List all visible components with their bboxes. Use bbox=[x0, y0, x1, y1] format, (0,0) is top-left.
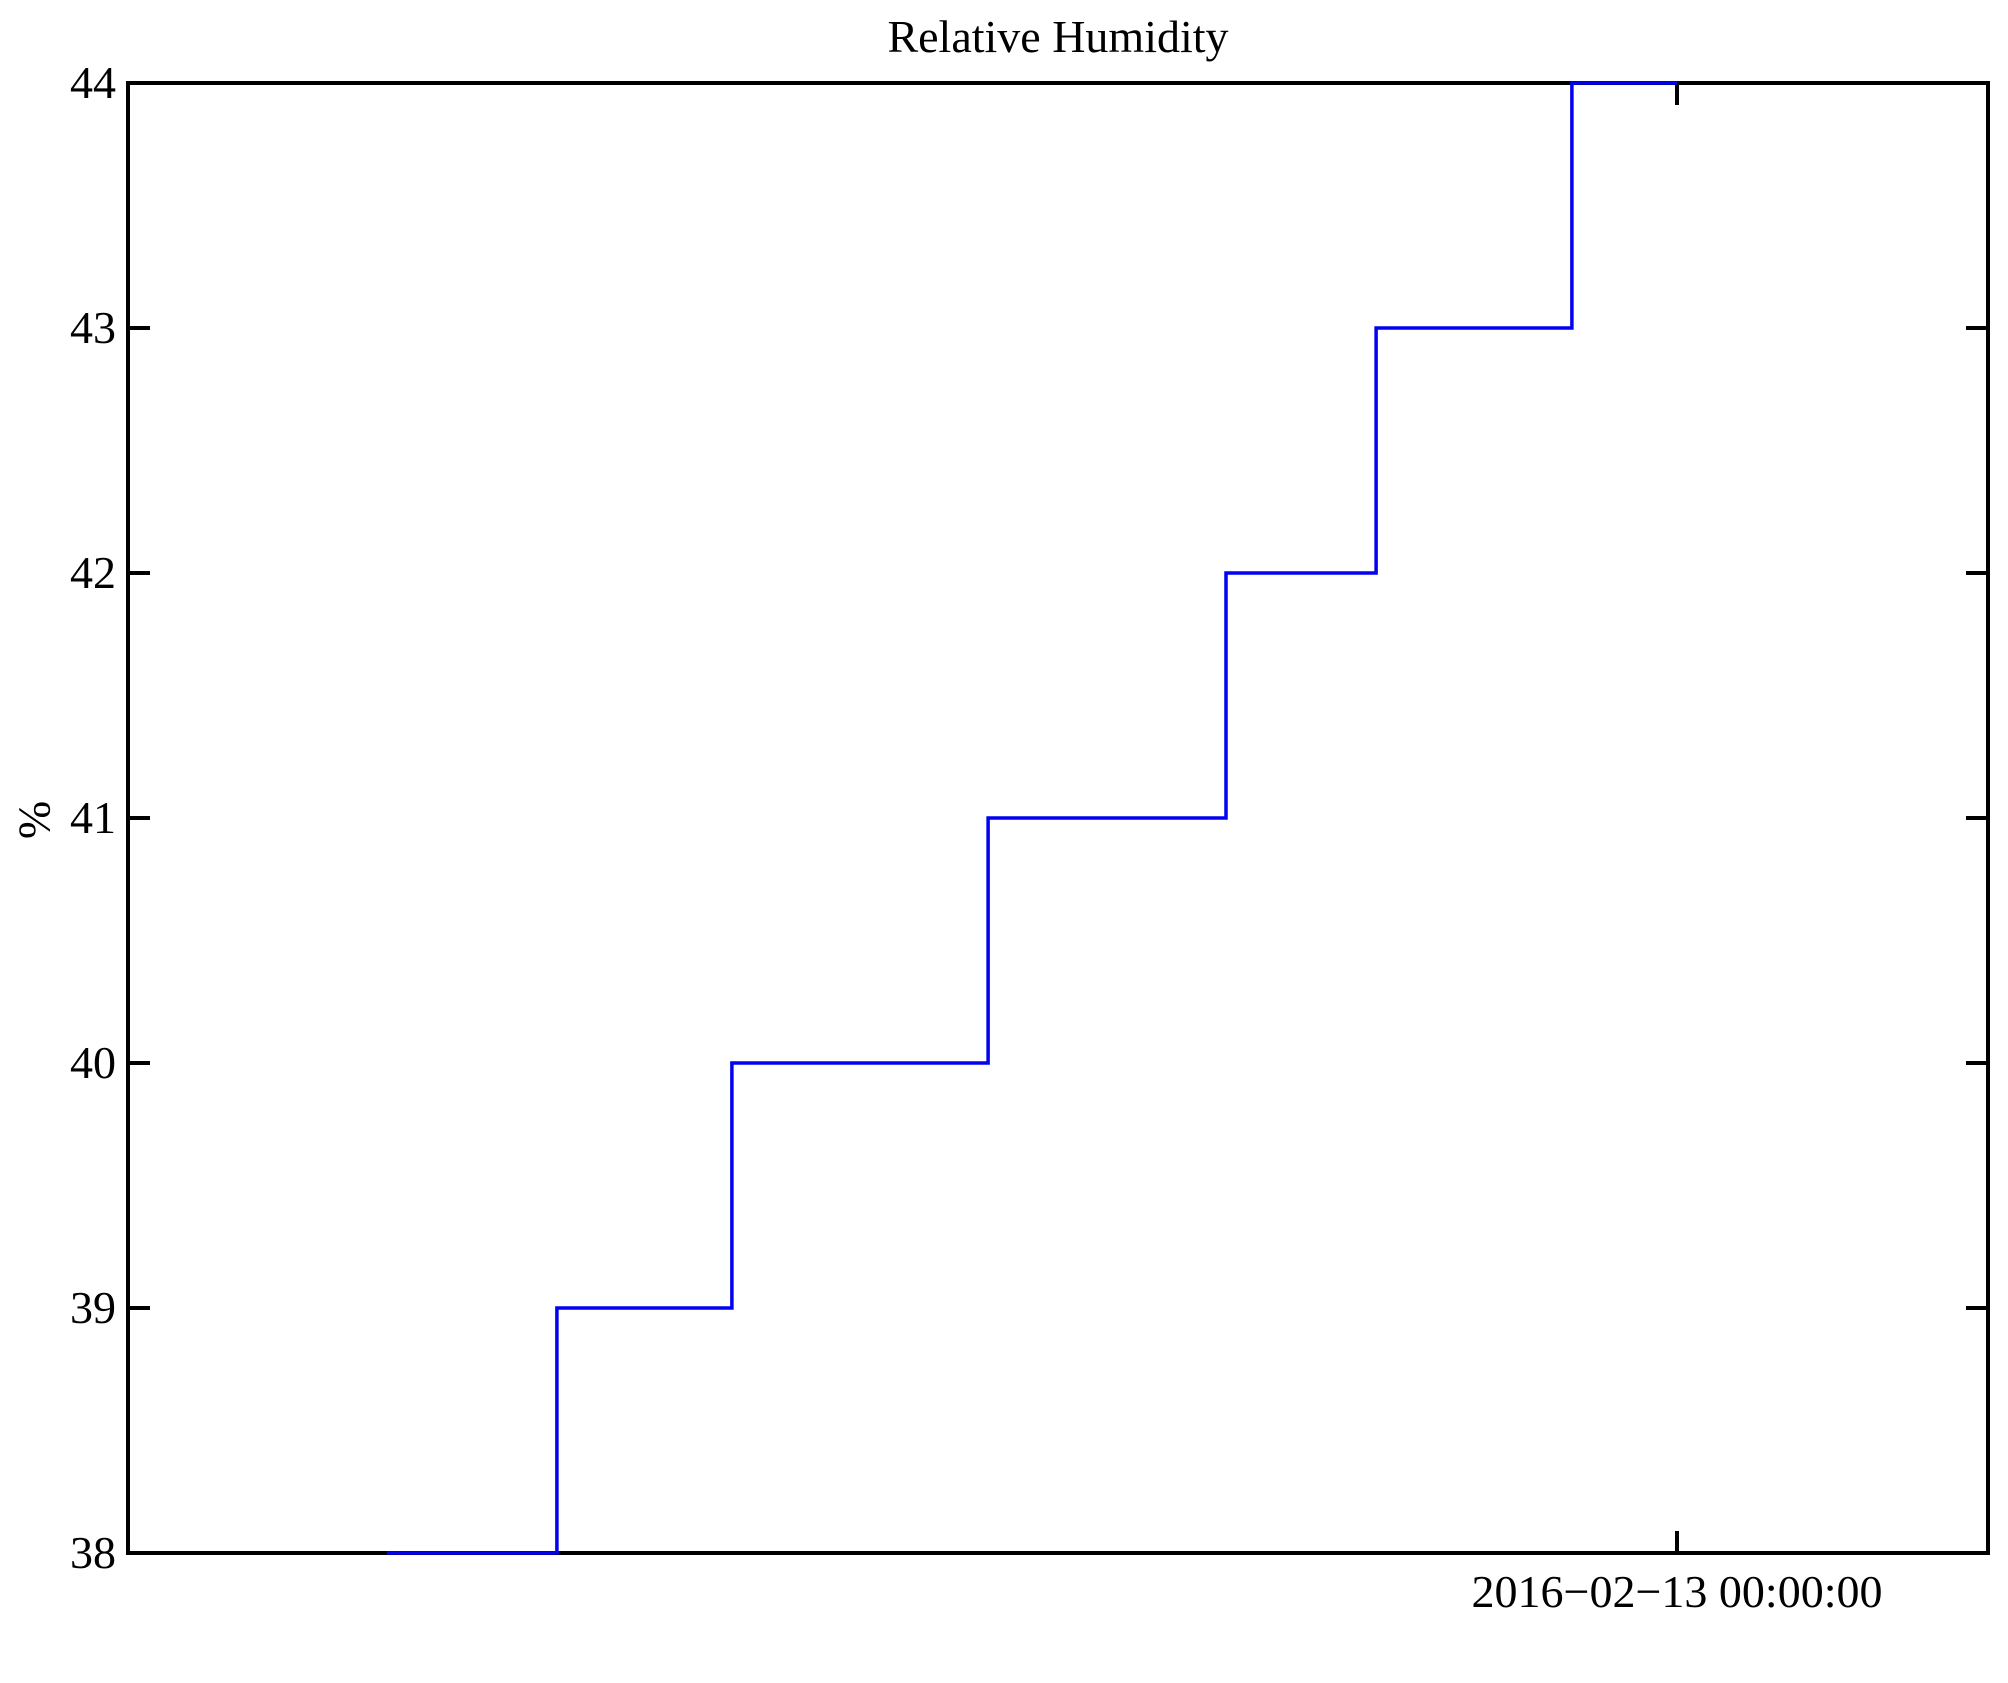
y-tick-mark-right bbox=[1966, 571, 1986, 575]
chart-title: Relative Humidity bbox=[887, 11, 1229, 62]
x-tick-mark-top bbox=[1675, 85, 1679, 105]
y-tick-label: 42 bbox=[70, 547, 116, 598]
y-tick-mark-left bbox=[130, 1306, 150, 1310]
y-tick-mark-left bbox=[130, 81, 150, 85]
y-tick-mark-left bbox=[130, 1061, 150, 1065]
step-line-chart bbox=[386, 81, 1677, 1555]
y-tick-label: 44 bbox=[70, 57, 116, 108]
y-tick-label: 39 bbox=[70, 1282, 116, 1333]
y-tick-mark-right bbox=[1966, 1306, 1986, 1310]
x-tick-mark-bottom bbox=[1675, 1531, 1679, 1551]
y-tick-label: 40 bbox=[70, 1037, 116, 1088]
y-tick-label: 43 bbox=[70, 302, 116, 353]
y-tick-mark-left bbox=[130, 1551, 150, 1555]
y-tick-mark-right bbox=[1966, 1551, 1986, 1555]
y-tick-mark-left bbox=[130, 571, 150, 575]
y-tick-label: 38 bbox=[70, 1527, 116, 1578]
plot-area bbox=[126, 81, 1990, 1555]
y-tick-mark-right bbox=[1966, 326, 1986, 330]
x-tick-label: 2016−02−13 00:00:00 bbox=[1471, 1566, 1883, 1617]
y-tick-mark-right bbox=[1966, 81, 1986, 85]
humidity-step-line bbox=[386, 81, 1677, 1555]
y-tick-label: 41 bbox=[70, 792, 116, 843]
y-tick-mark-right bbox=[1966, 1061, 1986, 1065]
y-tick-mark-left bbox=[130, 816, 150, 820]
y-tick-mark-right bbox=[1966, 816, 1986, 820]
y-tick-mark-left bbox=[130, 326, 150, 330]
